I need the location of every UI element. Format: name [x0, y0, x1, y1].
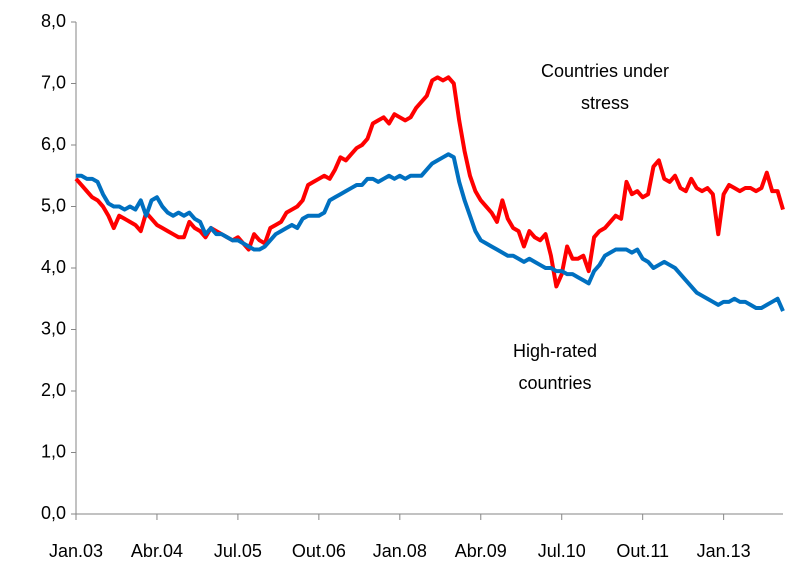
annotation-line: countries — [518, 373, 591, 393]
annotation-line: stress — [581, 93, 629, 113]
series-line — [74, 75, 785, 289]
series-line — [76, 152, 785, 312]
x-tick-label: Jan.03 — [49, 541, 103, 561]
y-tick-label: 7,0 — [41, 72, 66, 92]
y-tick-label: 2,0 — [41, 380, 66, 400]
y-tick-label: 6,0 — [41, 134, 66, 154]
y-tick-label: 8,0 — [41, 11, 66, 31]
y-tick-label: 3,0 — [41, 318, 66, 338]
annotation: High-rated countries — [513, 341, 597, 393]
y-tick-label: 1,0 — [41, 441, 66, 461]
x-tick-label: Abr.09 — [455, 541, 507, 561]
annotation-line: Countries under — [541, 61, 669, 81]
x-tick-label: Out.06 — [292, 541, 346, 561]
annotation: Countries under stress — [541, 61, 669, 113]
x-tick-label: Jan.08 — [373, 541, 427, 561]
x-tick-label: Abr.04 — [131, 541, 183, 561]
annotation-line: High-rated — [513, 341, 597, 361]
x-tick-label: Jan.13 — [697, 541, 751, 561]
x-tick-label: Jul.10 — [538, 541, 586, 561]
y-tick-label: 0,0 — [41, 503, 66, 523]
x-tick-label: Out.11 — [616, 541, 669, 561]
x-tick-label: Jul.05 — [214, 541, 262, 561]
y-tick-label: 4,0 — [41, 257, 66, 277]
y-tick-label: 5,0 — [41, 195, 66, 215]
